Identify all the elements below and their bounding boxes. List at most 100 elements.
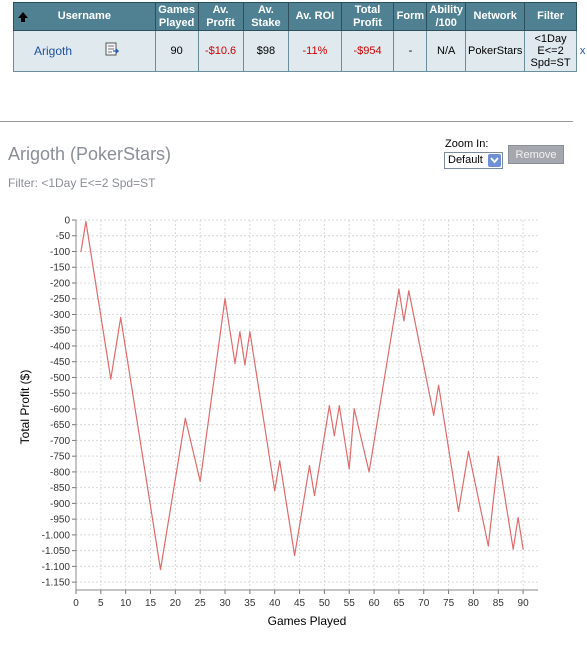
column-header-av-roi[interactable]: Av. ROI	[288, 2, 342, 31]
y-tick-label: -850	[50, 483, 70, 494]
header-total-line1: Total	[354, 3, 381, 16]
header-filter-label: Filter	[537, 10, 565, 22]
filter-line-1: <1Day	[534, 33, 567, 45]
chart-filter-text: Filter: <1Day E<=2 Spd=ST	[8, 176, 156, 190]
column-header-form[interactable]: Form	[393, 2, 428, 31]
table-row: Arigoth 90 -$10.6 $98 -11% -$954 - N/A P…	[13, 30, 587, 72]
y-tick-label: 0	[64, 216, 70, 227]
plot-area	[76, 220, 538, 590]
y-tick-label: -150	[50, 263, 70, 274]
data-point	[274, 490, 276, 492]
cell-form: -	[393, 30, 428, 72]
x-tick-label: 80	[468, 598, 480, 609]
y-tick-label: -1.100	[42, 562, 71, 573]
graph-icon[interactable]	[105, 42, 119, 56]
data-point	[184, 417, 186, 419]
cell-network: PokerStars	[464, 30, 526, 72]
y-tick-label: -500	[50, 373, 70, 384]
x-tick-label: 15	[145, 598, 157, 609]
player-stats-table: Username Games Played Av. Profit Av. Stake …	[13, 2, 587, 72]
data-point	[313, 494, 316, 497]
column-header-games-played[interactable]: Games Played	[154, 2, 199, 31]
x-tick-label: 70	[418, 598, 430, 609]
chevron-down-icon[interactable]	[488, 154, 501, 167]
data-point	[497, 455, 499, 457]
x-tick-label: 30	[219, 598, 231, 609]
column-header-ability[interactable]: Ability/100	[426, 2, 466, 31]
data-point	[398, 288, 400, 290]
cell-games-played: 90	[154, 30, 199, 72]
x-tick-label: 65	[393, 598, 405, 609]
data-point	[438, 384, 440, 386]
y-tick-label: -650	[50, 420, 70, 431]
cell-filter: <1Day E<=2 Spd=ST	[524, 30, 577, 72]
chart-axes: 0 -50 -100 -150 -200 -250 -300 -350 -400 -450 -500…	[42, 216, 538, 609]
x-tick-label: 85	[493, 598, 505, 609]
data-point	[159, 568, 162, 571]
header-roi-label: Av. ROI	[295, 10, 335, 22]
y-axis-label: Total Profit ($)	[18, 370, 32, 445]
remove-button[interactable]: Remove	[508, 145, 564, 164]
x-tick-label: 75	[443, 598, 455, 609]
column-header-network[interactable]: Network	[464, 2, 526, 31]
data-point	[353, 408, 355, 410]
column-header-username[interactable]: Username	[13, 2, 156, 31]
column-header-av-profit[interactable]: Av. Profit	[197, 2, 244, 31]
data-point	[338, 405, 340, 407]
y-tick-label: -200	[50, 278, 70, 289]
data-point	[333, 435, 335, 437]
y-tick-label: -1.150	[42, 578, 71, 589]
x-axis-label: Games Played	[268, 614, 347, 628]
data-point	[234, 362, 236, 364]
column-header-av-stake[interactable]: Av. Stake	[242, 2, 290, 31]
header-username-label: Username	[57, 10, 111, 22]
data-point	[110, 378, 112, 380]
cell-total-profit: -$954	[340, 30, 395, 72]
filter-line-3: Spd=ST	[530, 57, 571, 69]
chart-series	[80, 220, 524, 571]
x-tick-label: 90	[518, 598, 530, 609]
zoom-select[interactable]: Default	[444, 152, 503, 169]
y-tick-label: -1.050	[42, 546, 71, 557]
header-ability-line1: Ability	[429, 3, 463, 16]
data-point	[120, 317, 122, 319]
header-ability-line2: /100	[435, 16, 457, 29]
y-tick-label: -700	[50, 436, 70, 447]
x-tick-label: 10	[120, 598, 132, 609]
data-point	[249, 331, 251, 333]
cell-av-stake: $98	[242, 30, 290, 72]
username-link[interactable]: Arigoth	[34, 43, 73, 58]
data-point	[293, 554, 296, 556]
x-tick-label: 0	[73, 598, 79, 609]
data-point	[308, 465, 311, 467]
chart-title: Arigoth (PokerStars)	[8, 144, 172, 164]
x-tick-label: 25	[195, 598, 207, 609]
data-point	[348, 468, 350, 470]
data-point	[244, 364, 246, 366]
data-point	[487, 545, 489, 547]
y-tick-label: -900	[50, 499, 70, 510]
header-stake-line2: Stake	[251, 16, 281, 29]
data-point	[433, 414, 435, 416]
data-point	[467, 450, 470, 453]
y-tick-label: -550	[50, 389, 70, 400]
header-avp-line1: Av.	[212, 3, 229, 16]
data-point	[199, 480, 201, 482]
zoom-label: Zoom In:	[445, 138, 489, 150]
data-point	[368, 471, 370, 473]
y-tick-label: -600	[50, 404, 70, 415]
data-point	[512, 548, 514, 550]
data-point	[517, 516, 519, 519]
column-header-filter[interactable]: Filter	[524, 2, 577, 31]
column-header-total-profit[interactable]: Total Profit	[340, 2, 395, 31]
y-tick-label: -1.000	[42, 530, 71, 541]
header-games-line2: Played	[158, 16, 195, 29]
header-games-line1: Games	[158, 3, 195, 16]
header-form-label: Form	[396, 10, 425, 22]
x-tick-label: 35	[244, 598, 256, 609]
cell-username: Arigoth	[13, 30, 156, 72]
data-point	[522, 548, 524, 550]
remove-row-link[interactable]: x	[579, 45, 586, 57]
sort-ascending-icon[interactable]	[18, 12, 28, 18]
y-tick-label: -300	[50, 310, 70, 321]
